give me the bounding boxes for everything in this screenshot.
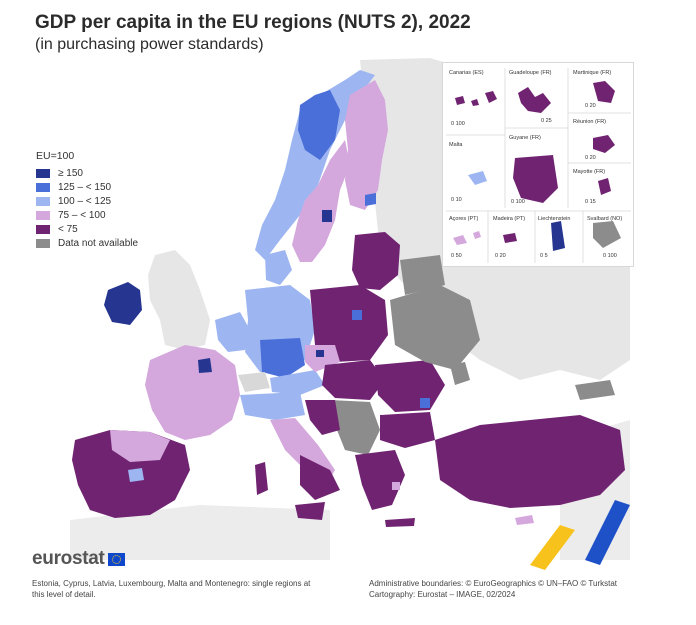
legend-item: 75 – < 100 (36, 208, 138, 222)
region-bucharest (420, 398, 430, 408)
map-legend: EU=100 ≥ 150 125 – < 150 100 – < 125 75 … (36, 150, 138, 250)
inset-scale-svalbard: 0 100 (603, 253, 617, 259)
region-austria (270, 370, 325, 395)
inset-scale-madeira: 0 20 (495, 253, 506, 259)
inset-label-madeira: Madeira (PT) (493, 216, 526, 222)
inset-scale-guadeloupe: 0 25 (541, 118, 552, 124)
map-title: GDP per capita in the EU regions (NUTS 2… (35, 12, 471, 33)
brand-accent-yellow (530, 525, 575, 570)
region-turkiye (435, 415, 625, 508)
region-athens (392, 482, 400, 490)
legend-item: Data not available (36, 236, 138, 250)
inset-label-malta: Malta (449, 142, 463, 148)
region-greece (355, 450, 405, 510)
region-italy-south (300, 455, 340, 500)
legend-item: ≥ 150 (36, 166, 138, 180)
legend-swatch (36, 196, 50, 206)
inset-scale-acores: 0 50 (451, 253, 462, 259)
legend-label: 100 – < 125 (58, 195, 112, 207)
legend-label: < 75 (58, 223, 78, 235)
inset-scale-martinique: 0 20 (585, 103, 596, 109)
brand-accent-blue (585, 500, 630, 565)
inset-label-svalbard: Svalbard (NO) (587, 216, 623, 222)
region-norway-north (298, 90, 340, 160)
region-georgia-na (575, 380, 615, 400)
region-benelux (215, 312, 250, 352)
inset-scale-liechtenstein: 0 5 (540, 253, 548, 259)
footer-note: Estonia, Cyprus, Latvia, Luxembourg, Mal… (32, 578, 310, 600)
region-crete (385, 518, 415, 527)
legend-swatch (36, 168, 50, 178)
inset-panel: Canarias (ES) 0 100 Guadeloupe (FR) 0 25… (442, 62, 634, 267)
legend-swatch (36, 210, 50, 220)
inset-label-liechtenstein: Liechtenstein (538, 216, 571, 222)
footer-credits: Administrative boundaries: © EuroGeograp… (369, 578, 617, 600)
region-italy-north (240, 392, 305, 420)
footer-note-line: Estonia, Cyprus, Latvia, Luxembourg, Mal… (32, 579, 311, 588)
inset-scale-mayotte: 0 15 (585, 199, 596, 205)
region-madrid (128, 468, 144, 482)
footer-credits-line: Administrative boundaries: © EuroGeograp… (369, 579, 618, 588)
legend-label: ≥ 150 (58, 167, 83, 179)
region-ireland (104, 282, 142, 325)
region-balkans-na (330, 400, 380, 455)
eurostat-wordmark: eurostat (32, 548, 105, 569)
inset-dividers (446, 68, 631, 263)
eurostat-logo: eurostat (32, 548, 125, 570)
inset-label-canarias: Canarias (ES) (449, 70, 484, 76)
legend-swatch (36, 238, 50, 248)
region-switzerland (238, 372, 270, 392)
region-paris (198, 358, 212, 373)
inset-label-guadeloupe: Guadeloupe (FR) (509, 70, 552, 76)
region-helsinki (365, 193, 376, 206)
region-moldova-na (450, 362, 470, 385)
legend-swatch (36, 182, 50, 192)
uk-land (148, 250, 210, 350)
region-germany-south (260, 338, 305, 378)
eu-flag-icon (107, 552, 125, 566)
region-spain-north (110, 430, 170, 462)
legend-item: 100 – < 125 (36, 194, 138, 208)
region-croatia-slovenia (305, 400, 340, 435)
inset-label-acores: Açores (PT) (449, 216, 479, 222)
region-prague (316, 350, 324, 357)
region-sicily (295, 502, 325, 520)
region-cyprus (515, 515, 534, 525)
region-france (145, 345, 240, 440)
inset-scale-reunion: 0 20 (585, 155, 596, 161)
region-sweden (292, 140, 350, 262)
region-bulgaria (380, 412, 435, 448)
map-subtitle: (in purchasing power standards) (35, 36, 264, 53)
legend-item: 125 – < 150 (36, 180, 138, 194)
region-poland (310, 285, 388, 362)
inset-label-mayotte: Mayotte (FR) (573, 169, 606, 175)
inset-scale-malta: 0 10 (451, 197, 462, 203)
legend-label: Data not available (58, 237, 139, 249)
inset-label-martinique: Martinique (FR) (573, 70, 612, 76)
region-warsaw (352, 310, 362, 320)
region-stockholm (322, 210, 332, 222)
legend-label: 75 – < 100 (58, 209, 106, 221)
region-baltics (352, 232, 400, 290)
footer-note-line: this level of detail. (32, 590, 96, 599)
region-norway (255, 70, 375, 260)
legend-swatch (36, 224, 50, 234)
inset-scale-guyane: 0 100 (511, 199, 525, 205)
footer-credits-line: Cartography: Eurostat – IMAGE, 02/2024 (369, 590, 516, 599)
region-belarus-na (400, 255, 445, 295)
region-slovakia-hungary (322, 360, 385, 400)
legend-label: 125 – < 150 (58, 181, 112, 193)
inset-label-guyane: Guyane (FR) (509, 135, 541, 141)
inset-scale-canarias: 0 100 (451, 121, 465, 127)
region-finland (345, 80, 388, 210)
inset-label-reunion: Réunion (FR) (573, 119, 607, 125)
north-africa-land (70, 505, 330, 560)
region-ukraine-na (390, 285, 480, 370)
legend-title: EU=100 (36, 150, 75, 162)
region-denmark (265, 250, 292, 285)
region-sardinia (255, 462, 268, 495)
legend-item: < 75 (36, 222, 138, 236)
